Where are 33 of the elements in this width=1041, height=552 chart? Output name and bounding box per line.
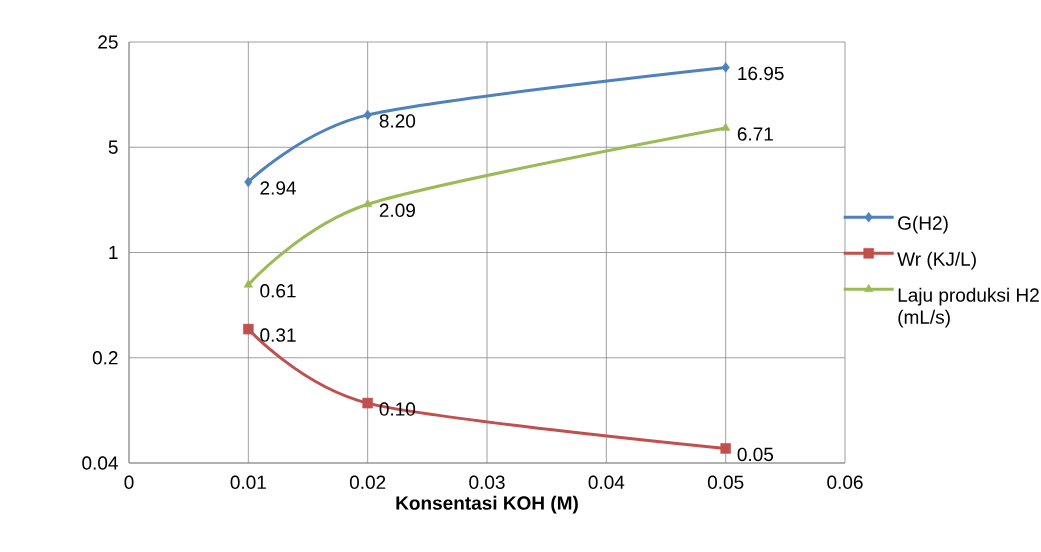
point <box>362 397 373 409</box>
y-tick-label: 0.2 <box>92 351 118 365</box>
x-tick-label: 0.05 <box>707 475 744 489</box>
point <box>363 109 372 121</box>
data-label: 0.31 <box>260 328 296 342</box>
y-tick-label: 1 <box>109 245 118 260</box>
point <box>720 443 731 454</box>
data-label: 0.05 <box>737 447 774 462</box>
point <box>243 323 254 335</box>
data-label: 2.09 <box>379 203 415 218</box>
y-tick-label: 0.04 <box>82 456 118 470</box>
x-tick-label: 0.03 <box>469 475 505 489</box>
x-tick-label: 0.02 <box>349 475 386 489</box>
data-label: 16.95 <box>738 66 784 81</box>
x-tick-label: 0 <box>124 475 134 489</box>
point <box>721 62 730 73</box>
point <box>721 122 731 131</box>
x-tick-label: 0.06 <box>827 475 863 489</box>
data-label: 6.71 <box>737 127 773 141</box>
legend-label: G(H2) <box>898 215 948 234</box>
point <box>243 279 253 288</box>
x-axis-title: Konsentasi KOH (M) <box>396 495 578 514</box>
y-tick-label: 5 <box>108 140 118 154</box>
data-label: 8.20 <box>379 114 416 128</box>
legend-label: Wr (KJ/L) <box>897 251 976 270</box>
point <box>244 176 253 188</box>
y-tick-label: 25 <box>98 35 118 49</box>
legend-label: Laju produksi H2 (mL/s) <box>898 287 1039 328</box>
x-tick-label: 0.01 <box>230 475 266 489</box>
data-label: 2.94 <box>260 181 296 195</box>
point <box>363 199 373 208</box>
x-tick-label: 0.04 <box>588 475 625 489</box>
data-label: 0.61 <box>260 284 296 298</box>
